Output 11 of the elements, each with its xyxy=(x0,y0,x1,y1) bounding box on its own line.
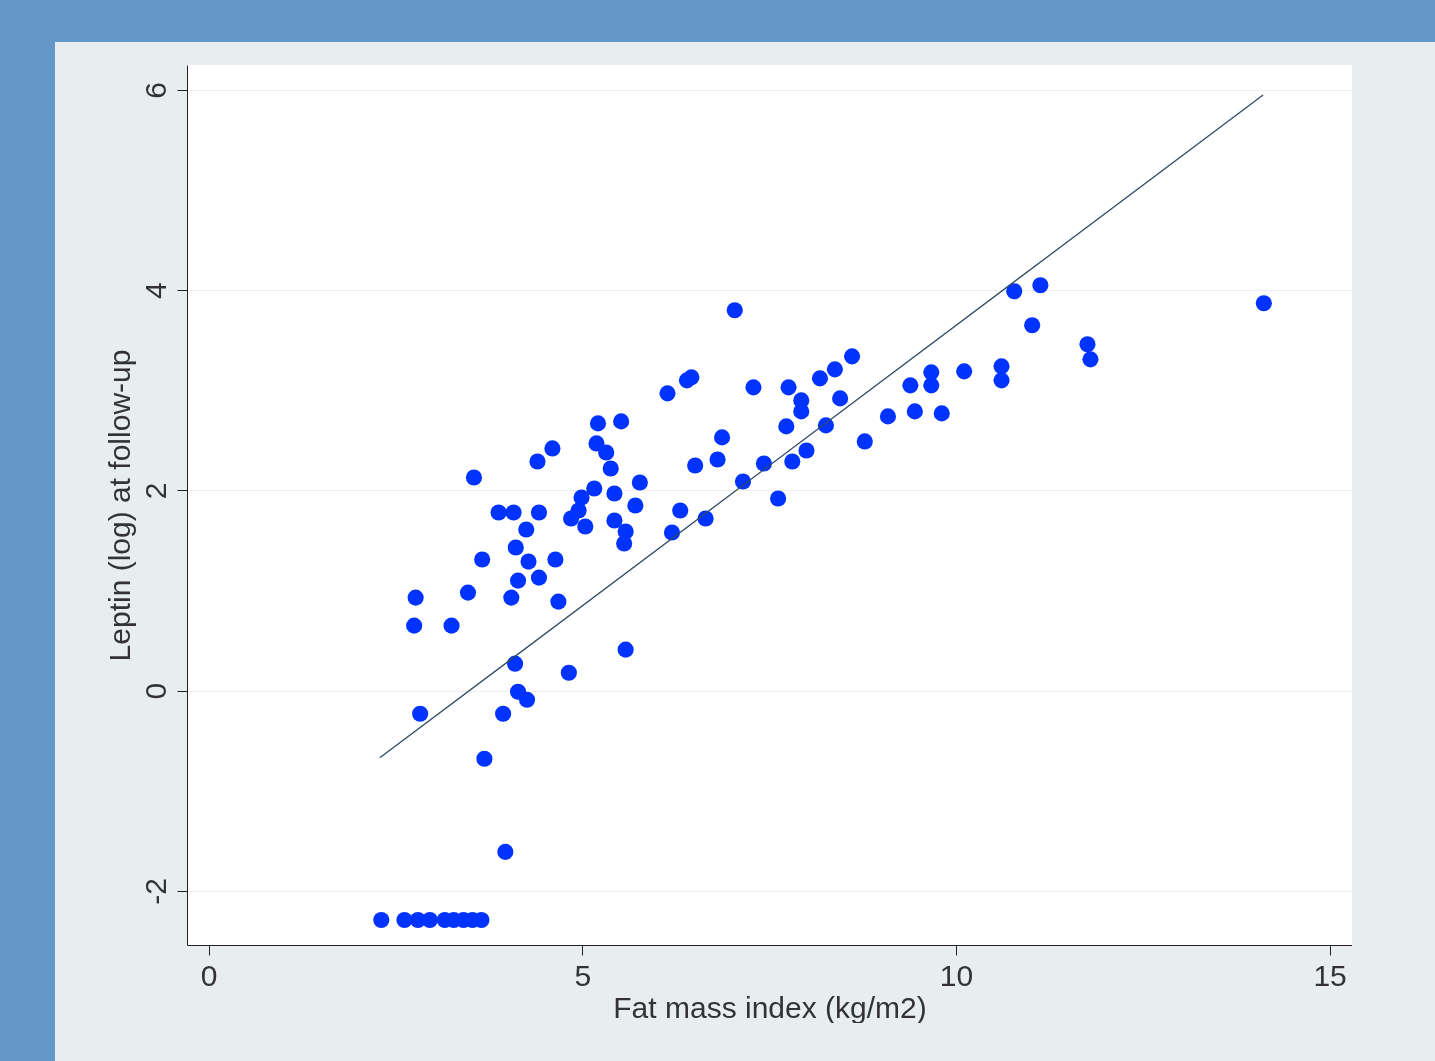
x-tick-label: 5 xyxy=(574,958,592,992)
x-axis-title: Fat mass index (kg/m2) xyxy=(613,990,927,1024)
y-tick-label: 0 xyxy=(138,682,172,700)
y-tick-label: 4 xyxy=(138,282,172,300)
y-tick-label: 2 xyxy=(138,482,172,500)
x-tick-label: 10 xyxy=(939,958,974,992)
y-axis-title: Leptin (log) at follow-up xyxy=(102,349,136,662)
y-tick-label: -2 xyxy=(138,878,172,905)
y-tick-label: 6 xyxy=(138,82,172,99)
x-tick-label: 15 xyxy=(1313,958,1347,992)
x-tick-label: 0 xyxy=(200,958,218,992)
